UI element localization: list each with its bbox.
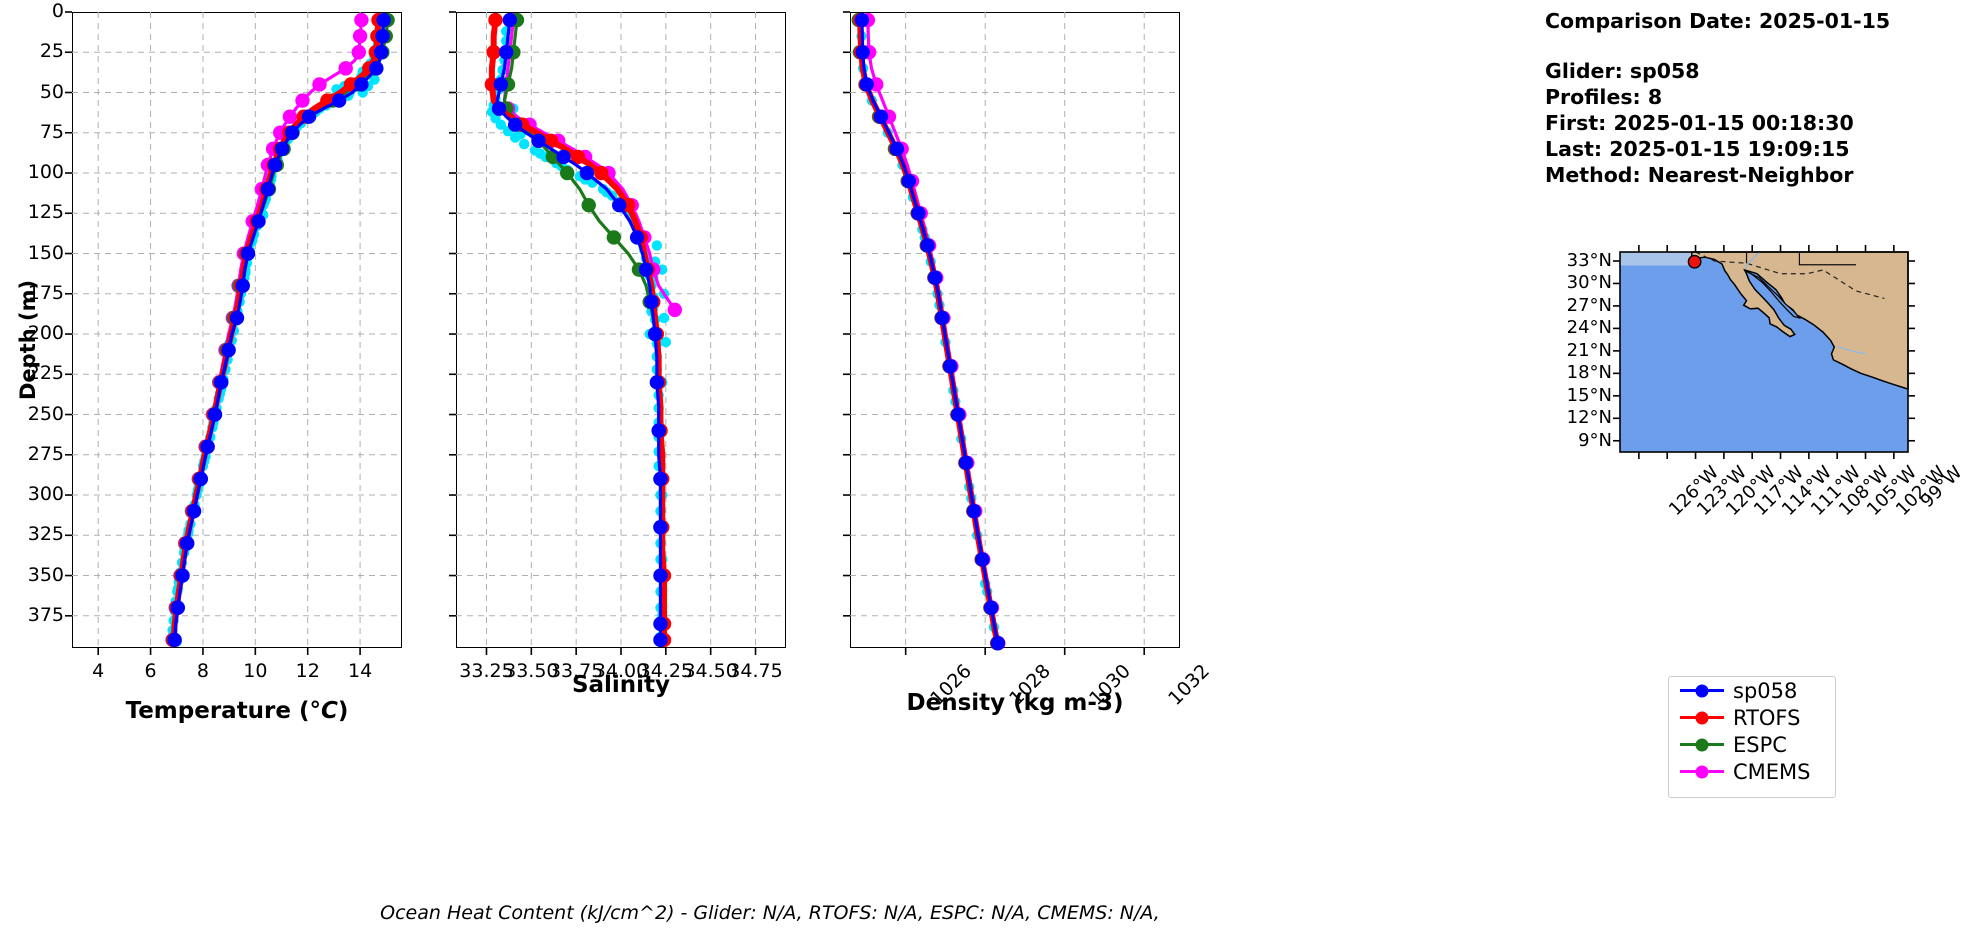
temperature-axis-label: Temperature (°C): [125, 698, 349, 724]
map-latitude-tick: 15°N: [1566, 384, 1612, 406]
glider-name-text: Glider: sp058: [1545, 59, 1700, 83]
depth-tick-label: 275: [27, 442, 64, 465]
x-tick-label: 34.00: [593, 660, 649, 682]
last-profile-time-text: Last: 2025-01-15 19:09:15: [1545, 137, 1850, 161]
legend-item[interactable]: RTOFS: [1669, 704, 1835, 731]
depth-tick-label: 325: [27, 523, 64, 546]
temperature-panel: 4 6 8 10 12 14 0 25 50 75 100 125 150 175 200 225 250 275…: [0, 0, 440, 934]
map-latitude-tick: 33°N: [1566, 250, 1612, 271]
depth-tick-label: 300: [27, 483, 64, 506]
legend-line-swatch: [1680, 738, 1724, 751]
legend-marker-dot: [1695, 765, 1709, 778]
ocean-heat-content-footer: Ocean Heat Content (kJ/cm^2) - Glider: N…: [380, 902, 1160, 924]
depth-axis-label: Depth (m): [16, 279, 40, 400]
map-latitude-tick: 30°N: [1566, 272, 1612, 294]
legend-item[interactable]: CMEMS: [1669, 758, 1835, 785]
x-tick-label: 33.75: [548, 660, 604, 682]
depth-tick-label: 250: [27, 402, 64, 425]
legend-marker-dot: [1695, 711, 1709, 724]
depth-tick-label: 50: [39, 80, 64, 103]
legend-item[interactable]: sp058: [1669, 677, 1835, 704]
depth-tick-label: 25: [39, 40, 64, 63]
legend-line-swatch: [1680, 684, 1724, 697]
x-tick-label: 34.75: [728, 660, 783, 682]
legend-line-swatch: [1680, 765, 1724, 778]
x-tick-label: 33.25: [459, 660, 514, 682]
depth-tick-label: 350: [27, 563, 64, 586]
depth-tick-label: 375: [27, 603, 64, 626]
legend-label: CMEMS: [1733, 759, 1811, 784]
x-tick-label: 10: [243, 660, 268, 682]
x-tick-label: 14: [348, 660, 373, 682]
first-profile-time-text: First: 2025-01-15 00:18:30: [1545, 111, 1854, 135]
comparison-date-text: Comparison Date: 2025-01-15: [1545, 9, 1891, 33]
salinity-panel: 33.25 33.50 33.75 34.00 34.25 34.50 34.75 Sali…: [440, 0, 840, 934]
x-tick-label: 34.50: [683, 660, 738, 682]
depth-tick-label: 125: [27, 201, 64, 224]
density-panel: 1026 1028 1030 1032 Density (kg m-3): [840, 0, 1240, 934]
location-map-canvas[interactable]: [1613, 245, 1915, 459]
legend-line-swatch: [1680, 711, 1724, 724]
legend-marker-dot: [1695, 738, 1709, 751]
x-tick-label: 33.50: [504, 660, 559, 682]
method-text: Method: Nearest-Neighbor: [1545, 163, 1854, 187]
legend-item[interactable]: ESPC: [1669, 731, 1835, 758]
x-tick-label: 6: [144, 660, 157, 682]
depth-tick-label: 225: [27, 362, 64, 385]
salinity-axis-label: Salinity: [571, 672, 671, 698]
map-latitude-tick: 21°N: [1566, 339, 1612, 361]
x-tick-label: 4: [92, 660, 105, 682]
depth-tick-label: 0: [51, 0, 64, 22]
density-axis-label: Density (kg m-3): [906, 690, 1124, 716]
depth-tick-label: 100: [27, 161, 64, 183]
map-latitude-tick: 9°N: [1578, 429, 1612, 451]
map-latitude-tick: 18°N: [1566, 362, 1612, 384]
depth-tick-label: 200: [27, 322, 64, 345]
map-latitude-tick: 24°N: [1566, 317, 1612, 339]
location-map-panel: 33°N 30°N 27°N 24°N 21°N 18°N 15°N 12°N 9°N 126°W…: [1540, 245, 1978, 592]
temperature-plot-canvas: [65, 11, 402, 655]
legend-rows: sp058 RTOFS ESPC CMEMS: [1669, 677, 1835, 785]
depth-tick-label: 75: [39, 120, 64, 143]
x-tick-label: 8: [196, 660, 209, 682]
map-latitude-tick: 12°N: [1566, 407, 1612, 429]
legend-label: sp058: [1733, 678, 1798, 703]
depth-tick-label: 175: [27, 281, 64, 304]
x-tick-label: 34.25: [638, 660, 694, 682]
depth-tick-label: 150: [27, 241, 64, 264]
legend-marker-dot: [1695, 684, 1709, 697]
legend-label: RTOFS: [1733, 705, 1801, 730]
map-latitude-tick: 27°N: [1566, 294, 1612, 316]
profiles-count-text: Profiles: 8: [1545, 85, 1663, 109]
x-tick-label: 12: [295, 660, 320, 682]
density-plot-canvas: [843, 11, 1180, 655]
salinity-plot-canvas: [449, 11, 786, 655]
legend-label: ESPC: [1733, 732, 1787, 757]
series-legend: sp058 RTOFS ESPC CMEMS: [1668, 676, 1836, 798]
density-plot-frame: [850, 12, 1180, 648]
